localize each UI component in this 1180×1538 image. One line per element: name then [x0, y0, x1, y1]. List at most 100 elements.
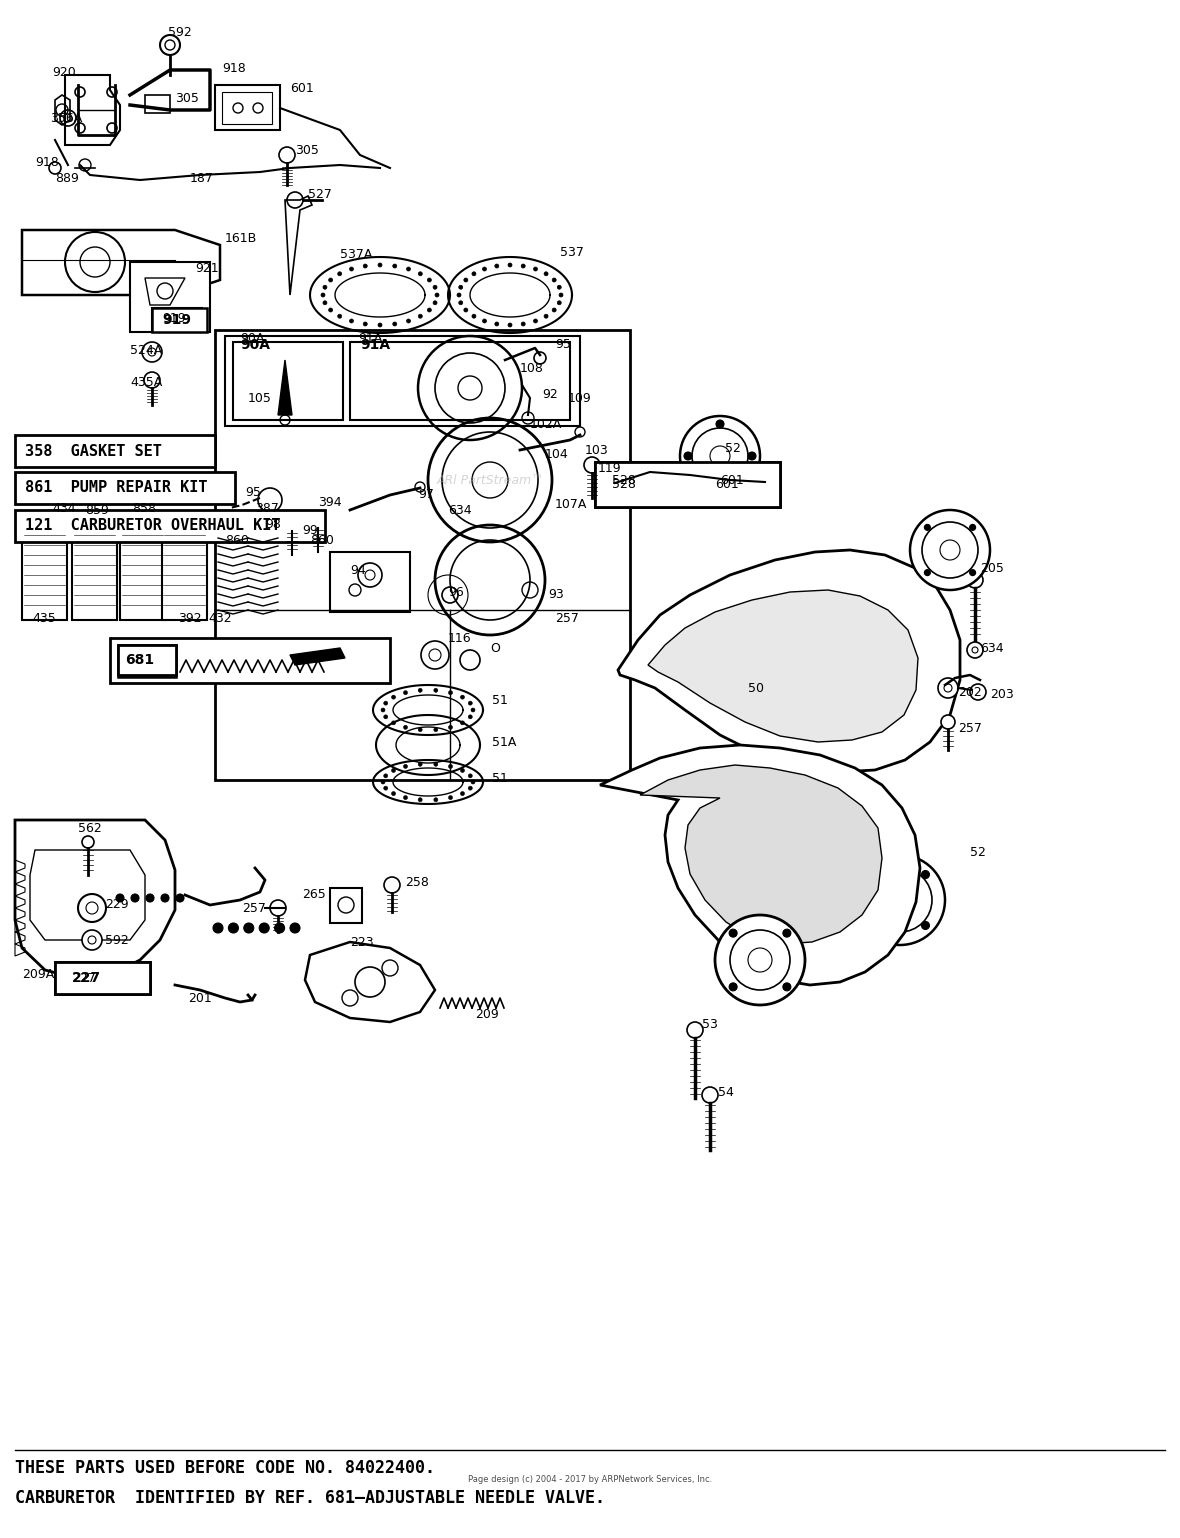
Text: 392: 392 [178, 612, 202, 624]
Circle shape [782, 983, 791, 990]
Text: 104: 104 [545, 449, 569, 461]
Circle shape [229, 923, 238, 934]
Circle shape [384, 715, 388, 718]
Text: 229: 229 [105, 898, 129, 912]
Text: 305: 305 [295, 143, 319, 157]
Text: 94: 94 [350, 563, 366, 577]
Text: 432: 432 [208, 612, 231, 624]
Text: 859: 859 [85, 503, 109, 517]
Bar [222, 92, 273, 125]
Bar [330, 552, 409, 612]
Text: 91A: 91A [358, 332, 382, 345]
Circle shape [381, 707, 385, 712]
Bar [215, 85, 280, 131]
Circle shape [922, 871, 930, 878]
Text: 918: 918 [35, 155, 59, 169]
Polygon shape [648, 591, 918, 741]
Text: 54: 54 [717, 1086, 734, 1098]
Circle shape [433, 301, 437, 305]
Circle shape [363, 265, 367, 268]
Text: 919: 919 [162, 314, 191, 328]
Text: 387: 387 [255, 501, 278, 515]
Circle shape [290, 923, 300, 934]
Circle shape [434, 798, 438, 801]
Circle shape [468, 701, 472, 704]
Text: 227: 227 [72, 972, 96, 984]
Circle shape [418, 727, 422, 732]
Bar [130, 261, 210, 332]
Circle shape [472, 272, 476, 275]
Polygon shape [599, 744, 920, 984]
Circle shape [270, 900, 286, 917]
Circle shape [418, 314, 422, 318]
Circle shape [434, 727, 438, 732]
Circle shape [716, 484, 725, 492]
Text: 205: 205 [981, 561, 1004, 575]
Circle shape [406, 268, 411, 271]
Text: 53: 53 [702, 1018, 717, 1032]
Text: 51: 51 [492, 694, 507, 706]
Bar [225, 335, 581, 426]
Bar [595, 461, 780, 508]
Text: 592: 592 [168, 26, 191, 38]
Circle shape [142, 341, 162, 361]
Circle shape [404, 764, 407, 769]
Bar [152, 308, 206, 332]
Text: 108: 108 [520, 361, 544, 374]
Text: 434: 434 [52, 501, 76, 515]
Circle shape [116, 894, 124, 901]
Circle shape [460, 792, 465, 795]
Text: 107A: 107A [555, 498, 588, 512]
Text: 96: 96 [448, 586, 464, 598]
Text: 592: 592 [105, 934, 129, 946]
Circle shape [434, 763, 438, 766]
Text: 601: 601 [715, 478, 739, 492]
Circle shape [392, 721, 395, 724]
Circle shape [378, 263, 382, 268]
Text: 305: 305 [175, 91, 199, 105]
Circle shape [448, 795, 452, 800]
Circle shape [384, 786, 388, 791]
Circle shape [729, 929, 738, 937]
Text: 528: 528 [612, 474, 636, 486]
Circle shape [131, 894, 139, 901]
Circle shape [970, 569, 976, 575]
Circle shape [418, 798, 422, 801]
Circle shape [421, 641, 450, 669]
Text: 681: 681 [125, 654, 155, 667]
Circle shape [729, 983, 738, 990]
Circle shape [393, 321, 396, 326]
Circle shape [468, 786, 472, 791]
Text: THESE PARTS USED BEFORE CODE NO. 84022400.: THESE PARTS USED BEFORE CODE NO. 8402240… [15, 1460, 435, 1476]
Text: 257: 257 [958, 721, 982, 735]
Text: 90A: 90A [240, 332, 264, 345]
Text: 116: 116 [448, 632, 472, 644]
Text: 634: 634 [981, 641, 1004, 655]
Circle shape [924, 569, 930, 575]
Circle shape [940, 715, 955, 729]
Circle shape [459, 285, 463, 289]
Circle shape [910, 511, 990, 591]
Text: ARl PartStream™: ARl PartStream™ [437, 474, 544, 486]
Text: 920: 920 [52, 66, 76, 78]
Bar [162, 520, 206, 620]
Circle shape [214, 923, 223, 934]
Text: 103: 103 [585, 443, 609, 457]
Circle shape [509, 263, 512, 268]
Bar [55, 961, 150, 994]
Circle shape [433, 285, 437, 289]
Circle shape [448, 691, 452, 695]
Polygon shape [290, 647, 345, 664]
Circle shape [448, 764, 452, 769]
Bar [350, 341, 570, 420]
Circle shape [81, 837, 94, 847]
Circle shape [966, 641, 983, 658]
Polygon shape [640, 764, 881, 944]
Circle shape [244, 923, 254, 934]
Circle shape [418, 689, 422, 692]
Text: 356A: 356A [50, 111, 83, 125]
Text: 90A: 90A [240, 338, 270, 352]
Text: 99: 99 [302, 523, 317, 537]
Bar [15, 435, 215, 468]
Circle shape [559, 294, 563, 297]
